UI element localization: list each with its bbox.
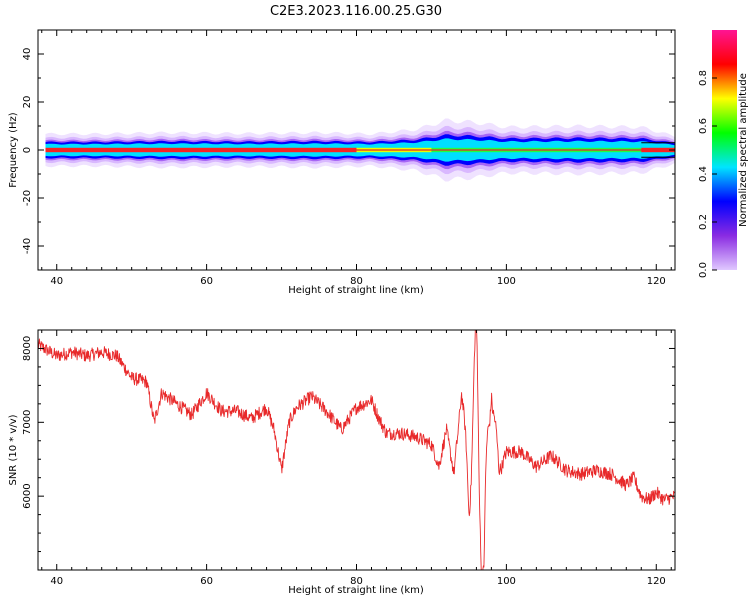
- snr-series-line: [38, 330, 675, 570]
- y-tick-label: 0: [22, 147, 33, 153]
- y-tick-label: 8000: [22, 336, 33, 361]
- y-tick-label: 20: [22, 96, 33, 109]
- colorbar-tick-label: 0.2: [698, 214, 709, 230]
- y-tick-label: -20: [22, 190, 33, 206]
- x-tick-label: 120: [647, 276, 666, 287]
- spectrogram-image: [45, 118, 675, 182]
- snr-y-label: SNR (10 * v/v): [8, 414, 19, 485]
- x-tick-label: 40: [50, 276, 63, 287]
- colorbar-tick-label: 0.6: [698, 118, 709, 134]
- spectrogram-x-label: Height of straight line (km): [288, 285, 424, 296]
- snr-x-label: Height of straight line (km): [288, 585, 424, 596]
- x-tick-label: 100: [497, 276, 516, 287]
- x-tick-label: 100: [497, 576, 516, 587]
- y-tick-label: 7000: [22, 410, 33, 435]
- y-tick-label: 6000: [22, 483, 33, 508]
- snr-y-ticks: 6000 7000 8000: [22, 329, 675, 571]
- spectrogram-y-label: Frequency (Hz): [8, 112, 19, 188]
- colorbar-tick-label: 0.8: [698, 70, 709, 86]
- snr-panel: 40 60 80 100 120 6000 7000 8000 Height of stra…: [8, 329, 676, 596]
- spectrogram-panel: 40 60 80 100 120 40 20 0 -20 -40 Height of strai…: [8, 29, 676, 296]
- colorbar: 0.0 0.2 0.4 0.6 0.8 Normalized spectral ampl…: [698, 30, 749, 278]
- y-tick-label: 40: [22, 48, 33, 61]
- x-tick-label: 40: [50, 576, 63, 587]
- spectrogram-y-ticks: 40 20 0 -20 -40: [22, 29, 675, 271]
- snr-x-ticks: 40 60 80 100 120: [41, 330, 672, 587]
- colorbar-ticks: 0.0 0.2 0.4 0.6 0.8: [698, 70, 717, 278]
- colorbar-label: Normalized spectral amplitude: [738, 73, 749, 227]
- x-tick-label: 60: [200, 276, 213, 287]
- x-tick-label: 80: [350, 276, 363, 287]
- spectrogram-x-ticks: 40 60 80 100 120: [41, 30, 672, 287]
- y-tick-label: -40: [22, 238, 33, 254]
- figure-title: C2E3.2023.116.00.25.G30: [270, 4, 442, 19]
- x-tick-label: 120: [647, 576, 666, 587]
- snr-frame: [37, 329, 676, 571]
- x-tick-label: 80: [350, 576, 363, 587]
- colorbar-tick-label: 0.4: [698, 166, 709, 182]
- colorbar-fill: [712, 30, 737, 270]
- x-tick-label: 60: [200, 576, 213, 587]
- colorbar-tick-label: 0.0: [698, 262, 709, 278]
